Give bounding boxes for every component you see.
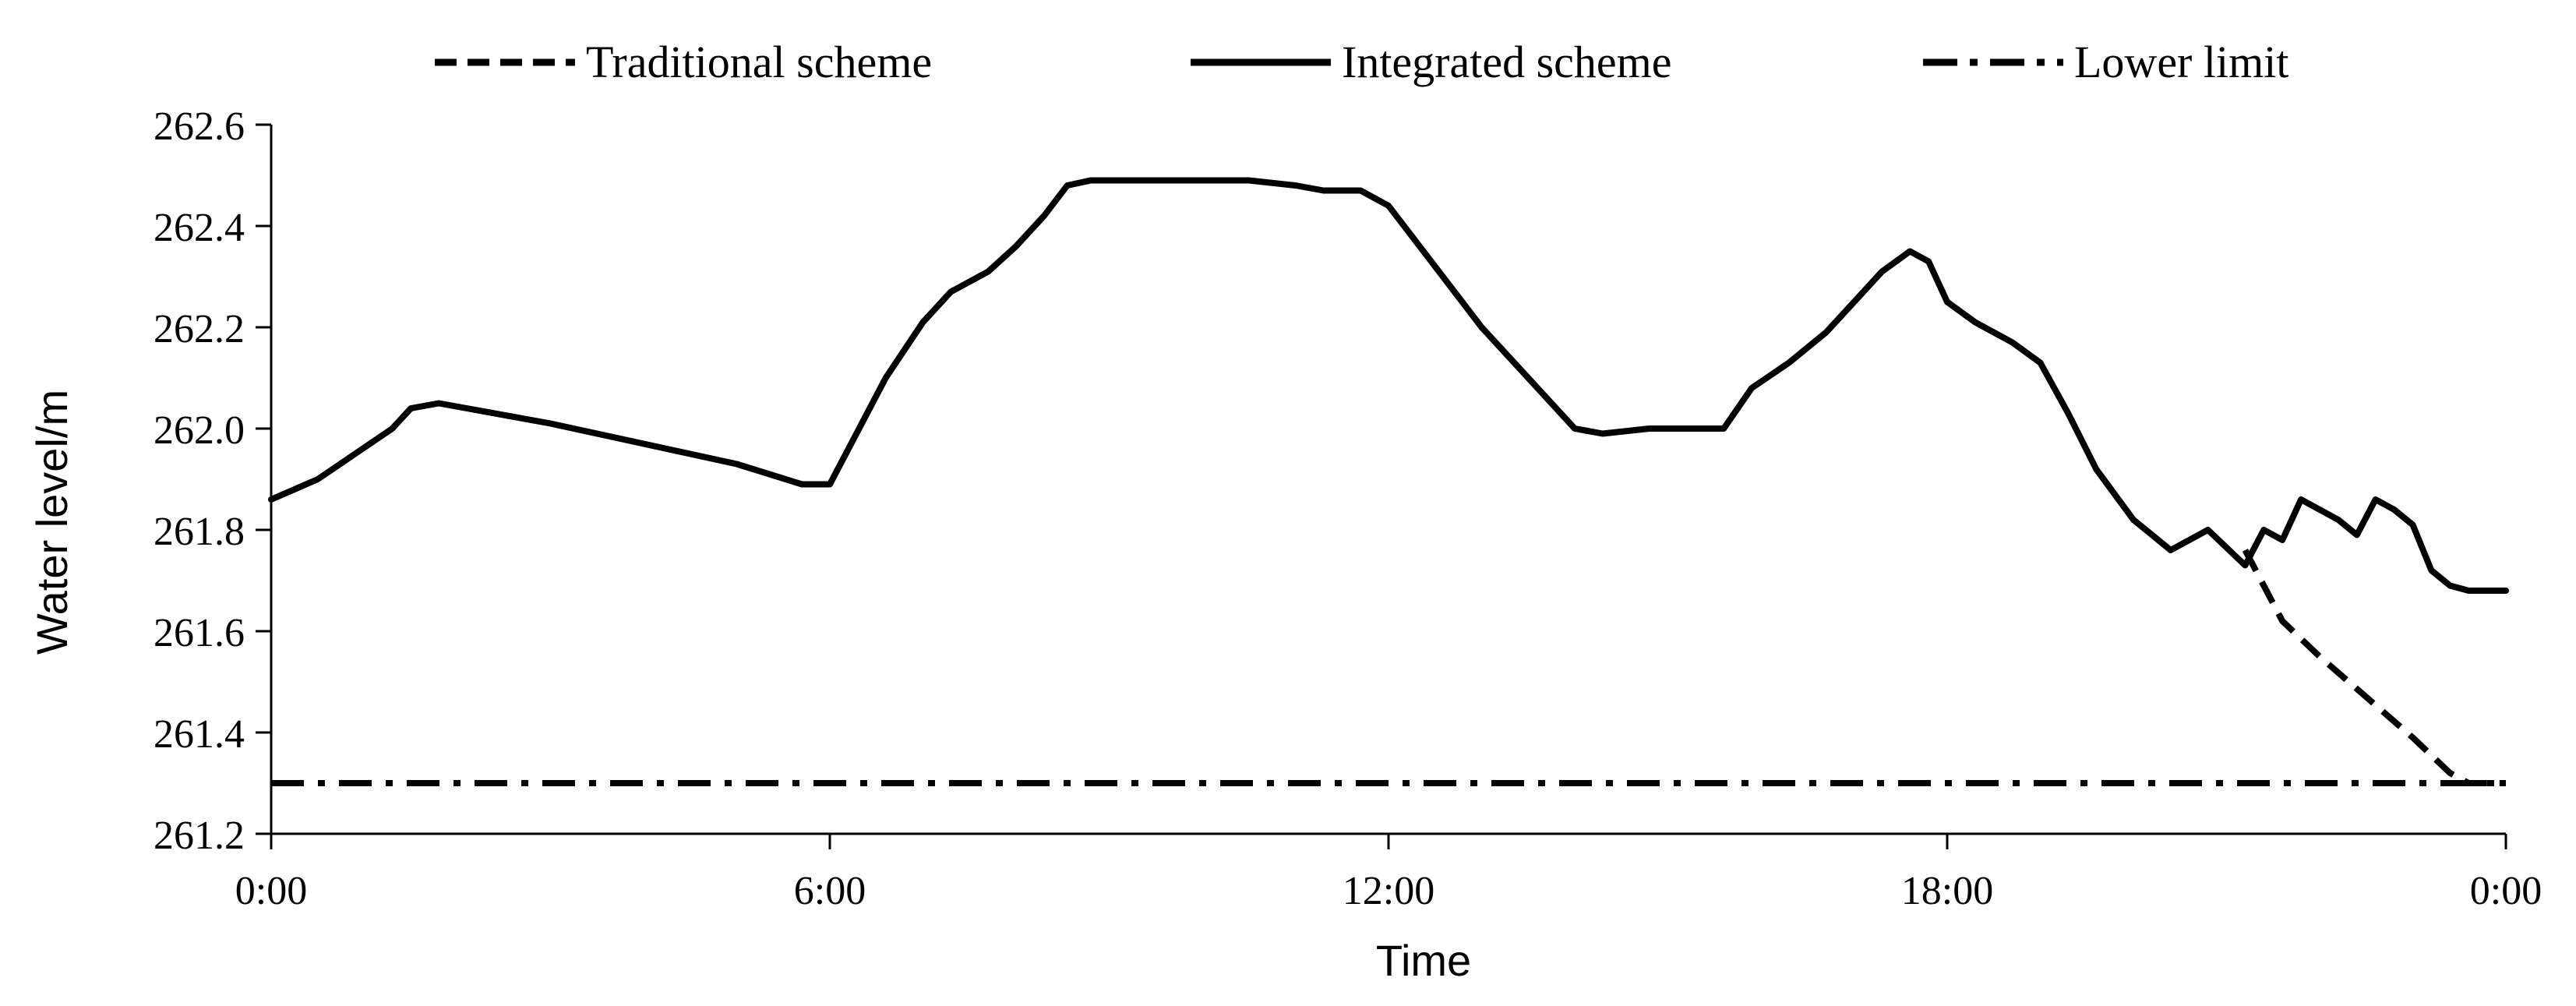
y-ticks: 261.2 261.4 261.6 261.8 262.0 262.2 262.4 262.6 (154, 104, 271, 858)
legend-label: Traditional scheme (586, 37, 932, 87)
x-ticks: 0:00 6:00 12:00 18:00 0:00 (235, 834, 2542, 913)
y-tick-label: 261.2 (154, 814, 245, 858)
x-tick-label: 0:00 (2470, 869, 2542, 913)
y-axis-title: Water level/m (27, 390, 76, 655)
axes (270, 125, 2506, 835)
y-tick-label: 261.6 (154, 611, 245, 655)
legend: Traditional scheme Integrated scheme Lower… (435, 37, 2288, 87)
legend-label: Integrated scheme (1342, 37, 1672, 87)
x-tick-label: 12:00 (1343, 869, 1434, 913)
legend-label: Lower limit (2074, 37, 2288, 87)
y-tick-label: 261.4 (154, 712, 245, 757)
plot-series (268, 177, 2509, 786)
series-line-integrated-scheme (268, 177, 2509, 594)
y-tick-label: 261.8 (154, 510, 245, 554)
series-line-traditional-scheme (2242, 549, 2506, 786)
x-axis-title: Time (1376, 936, 1471, 985)
y-tick-label: 262.6 (154, 104, 245, 149)
y-tick-label: 262.0 (154, 408, 245, 453)
y-tick-label: 262.4 (154, 206, 245, 250)
y-tick-label: 262.2 (154, 307, 245, 351)
x-tick-label: 0:00 (235, 869, 307, 913)
x-tick-label: 18:00 (1901, 869, 1993, 913)
x-tick-label: 6:00 (794, 869, 866, 913)
